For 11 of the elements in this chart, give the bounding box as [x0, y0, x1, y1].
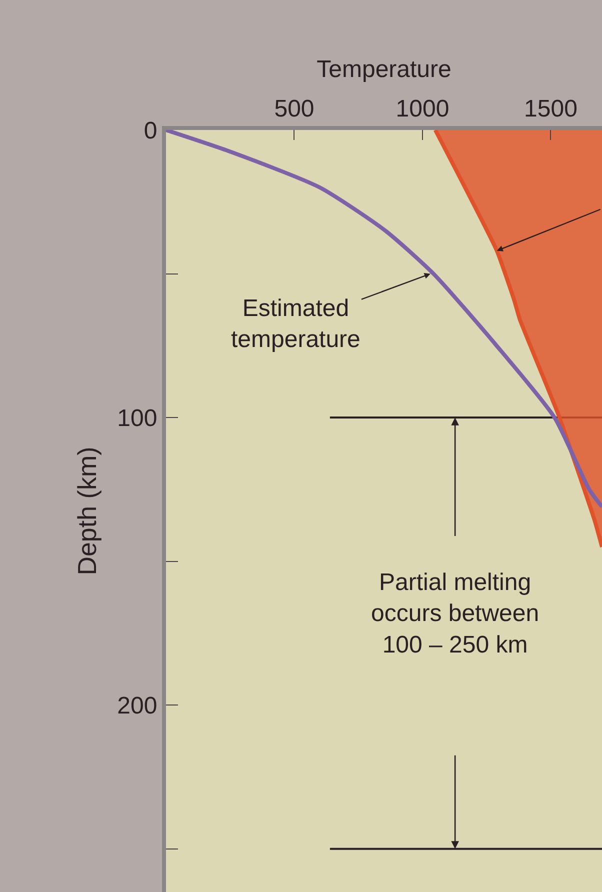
x-tick-label: 1500 — [524, 95, 578, 122]
y-axis-title: Depth (km) — [72, 446, 102, 576]
line-series — [166, 130, 602, 509]
x-axis-title: Temperature — [316, 56, 452, 83]
annotation: Partial melting occurs between 100 – 250 km — [371, 569, 540, 658]
y-tick-label: 0 — [144, 117, 158, 144]
x-tick-label: 500 — [274, 95, 314, 122]
y-tick-label: 100 — [117, 404, 158, 432]
x-tick-label: 1000 — [396, 95, 450, 122]
y-tick-label: 200 — [117, 692, 158, 720]
annotation: Estimated temperature — [231, 295, 360, 354]
